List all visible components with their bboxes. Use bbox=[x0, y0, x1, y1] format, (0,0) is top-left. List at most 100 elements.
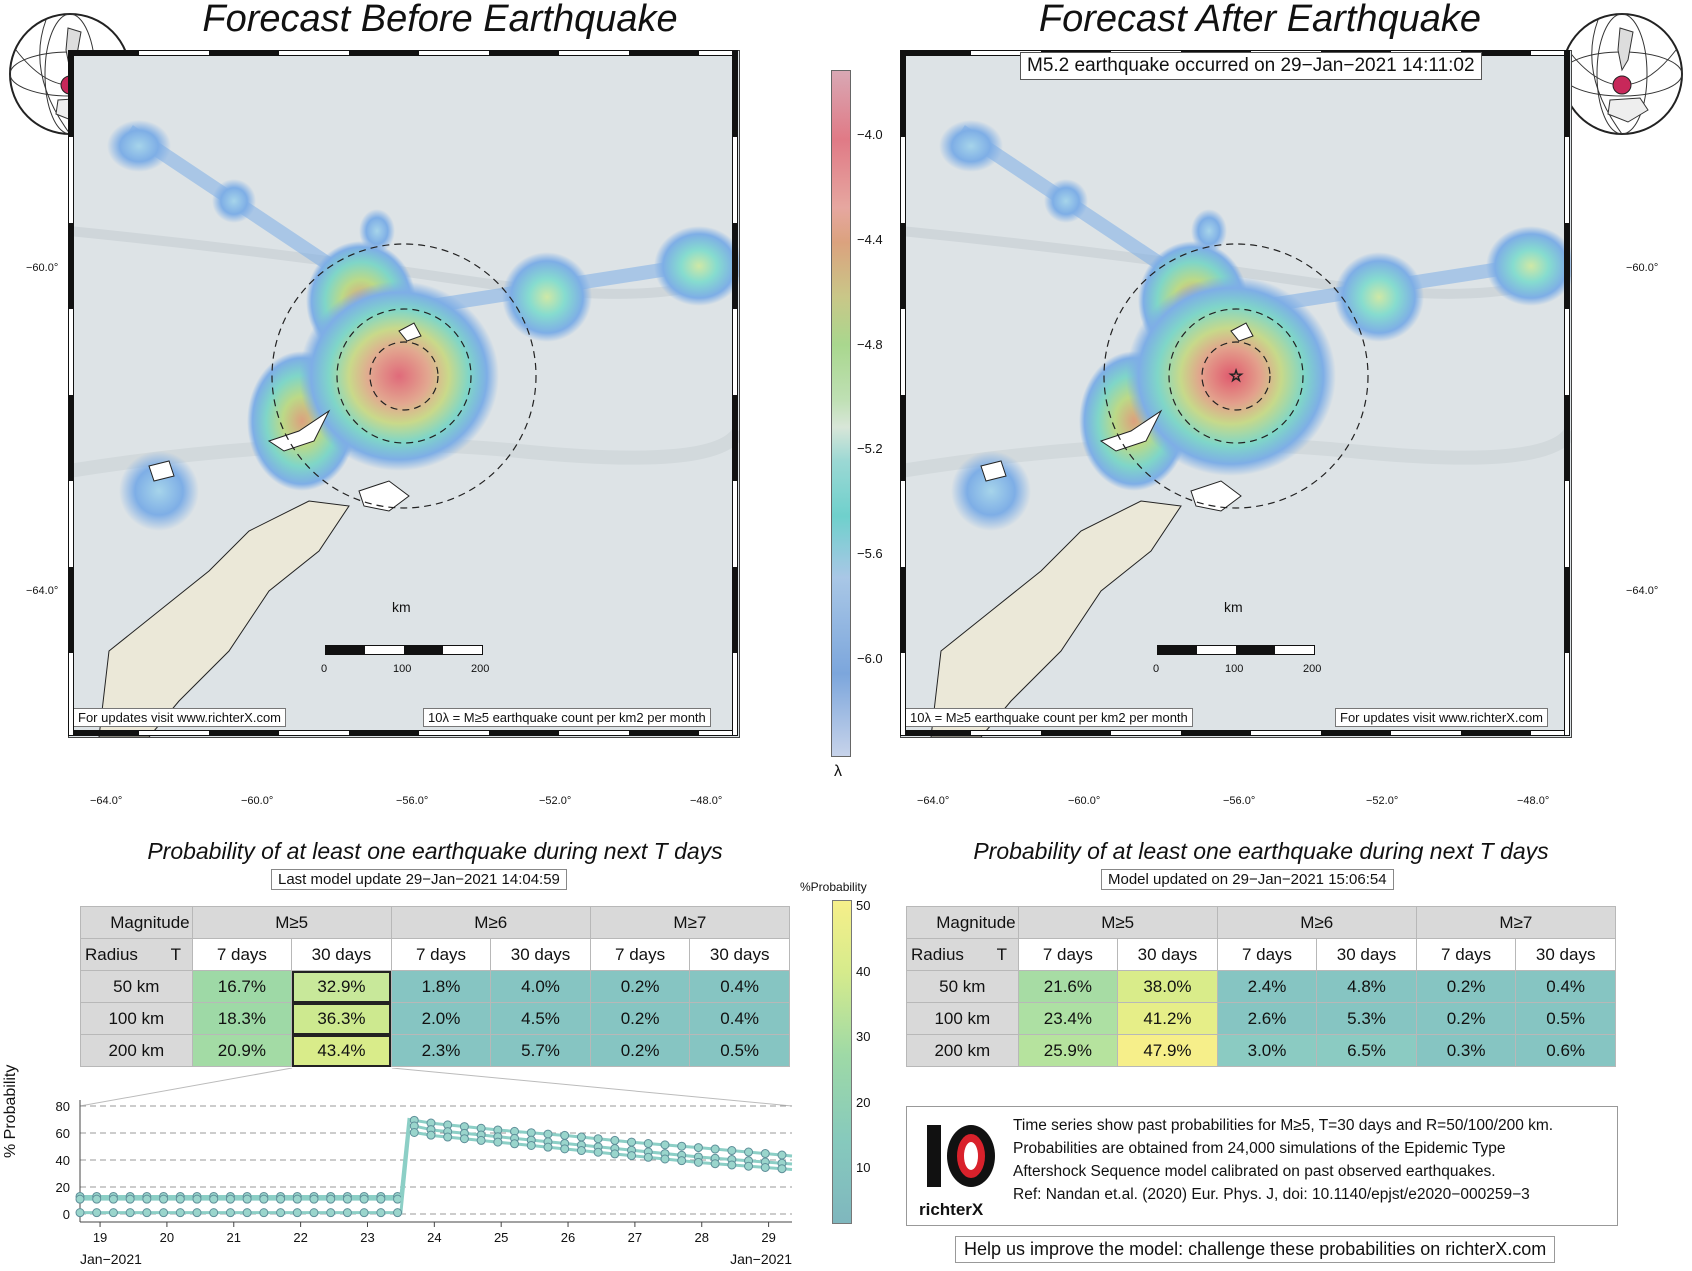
left-update-label: Last model update 29−Jan−2021 14:04:59 bbox=[271, 869, 567, 890]
table-cell: 0.4% bbox=[689, 970, 790, 1003]
right-globe-inset bbox=[1558, 10, 1686, 138]
right-scale-unit: km bbox=[1224, 599, 1243, 615]
series-point bbox=[393, 1194, 403, 1204]
table-cell: 0.3% bbox=[1415, 1034, 1517, 1067]
series-point bbox=[610, 1135, 620, 1145]
series-point bbox=[75, 1194, 85, 1204]
right-map-title: Forecast After Earthquake bbox=[1038, 0, 1482, 40]
series-point bbox=[627, 1151, 637, 1161]
series-point bbox=[627, 1137, 637, 1147]
series-point bbox=[660, 1154, 670, 1164]
table-row: 200 km 20.9% 43.4% 2.3% 5.7% 0.2% 0.5% bbox=[80, 1034, 790, 1067]
info-box: richterX Time series show past probabili… bbox=[906, 1106, 1618, 1226]
help-challenge-link[interactable]: Help us improve the model: challenge the… bbox=[955, 1236, 1556, 1263]
series-point bbox=[309, 1194, 319, 1204]
series-point bbox=[610, 1149, 620, 1159]
series-point bbox=[510, 1139, 520, 1149]
left-prob-title: Probability of at least one earthquake d… bbox=[147, 838, 723, 864]
table-cell: 5.3% bbox=[1316, 1002, 1417, 1035]
series-point bbox=[727, 1146, 737, 1156]
table-cell: 4.5% bbox=[490, 1002, 591, 1035]
rate-colorbar bbox=[831, 70, 851, 757]
series-point bbox=[242, 1194, 252, 1204]
table-cell: 3.0% bbox=[1216, 1034, 1318, 1067]
table-cell: 2.4% bbox=[1216, 970, 1318, 1003]
series-point bbox=[259, 1194, 269, 1204]
right-lon-tick-56: −56.0° bbox=[1223, 795, 1256, 807]
series-point bbox=[276, 1208, 286, 1218]
left-lat-tick-64: −64.0° bbox=[26, 585, 59, 597]
x-tick-label: 28 bbox=[695, 1230, 709, 1245]
y-tick-label: 60 bbox=[56, 1126, 70, 1141]
right-map-note-left: 10λ = M≥5 earthquake count per km2 per m… bbox=[905, 708, 1193, 727]
left-lon-tick-64: −64.0° bbox=[90, 795, 123, 807]
table-cell: 23.4% bbox=[1017, 1002, 1119, 1035]
left-period-header: 7 days bbox=[589, 938, 691, 971]
table-row: 100 km 18.3% 36.3% 2.0% 4.5% 0.2% 0.4% bbox=[80, 1002, 790, 1035]
right-row-radius: 50 km bbox=[906, 970, 1019, 1003]
series-point bbox=[543, 1142, 553, 1152]
series-point bbox=[75, 1208, 85, 1218]
right-frame-right-bar bbox=[1564, 50, 1570, 736]
prob-colorbar-title: %Probability bbox=[800, 880, 867, 894]
x-tick-label: 20 bbox=[160, 1230, 174, 1245]
left-frame-right-bar bbox=[732, 50, 738, 736]
series-point bbox=[159, 1194, 169, 1204]
right-period-header: 30 days bbox=[1316, 938, 1417, 971]
table-cell: 0.2% bbox=[1415, 1002, 1517, 1035]
left-period-header: 30 days bbox=[689, 938, 790, 971]
left-period-header: 7 days bbox=[390, 938, 492, 971]
table-cell-highlighted: 36.3% bbox=[291, 1002, 392, 1035]
x-tick-label: 25 bbox=[494, 1230, 508, 1245]
series-point bbox=[92, 1208, 102, 1218]
left-frame-left-bar bbox=[68, 50, 74, 736]
series-point bbox=[777, 1150, 787, 1160]
series-point bbox=[342, 1208, 352, 1218]
table-cell: 16.7% bbox=[191, 970, 293, 1003]
series-point bbox=[560, 1130, 570, 1140]
table-cell: 1.8% bbox=[390, 970, 492, 1003]
series-point bbox=[359, 1208, 369, 1218]
info-line-1: Time series show past probabilities for … bbox=[1013, 1117, 1554, 1134]
right-event-label: M5.2 earthquake occurred on 29−Jan−2021 … bbox=[1020, 52, 1482, 80]
series-point bbox=[593, 1134, 603, 1144]
table-cell: 0.5% bbox=[689, 1034, 790, 1067]
right-prob-title: Probability of at least one earthquake d… bbox=[973, 838, 1549, 864]
table-cell: 0.5% bbox=[1515, 1002, 1616, 1035]
right-period-header: 7 days bbox=[1415, 938, 1517, 971]
left-mag-header-6: M≥6 bbox=[390, 906, 591, 939]
right-frame-left-bar bbox=[900, 50, 906, 736]
left-period-header: 7 days bbox=[191, 938, 293, 971]
series-point bbox=[526, 1140, 536, 1150]
table-cell-highlighted: 32.9% bbox=[291, 970, 392, 1003]
right-lat-tick-64: −64.0° bbox=[1626, 585, 1659, 597]
right-prob-table: Magnitude M≥5 M≥6 M≥7 Radius T 7 days 30… bbox=[906, 906, 1617, 1067]
series-point bbox=[125, 1194, 135, 1204]
series-point bbox=[744, 1161, 754, 1171]
table-cell: 2.3% bbox=[390, 1034, 492, 1067]
prob-colorbar-tick-50: 50 bbox=[856, 898, 871, 913]
series-point bbox=[125, 1208, 135, 1218]
left-row-radius: 200 km bbox=[80, 1034, 193, 1067]
zoom-connector-line bbox=[79, 1068, 293, 1107]
left-scale-tick-200: 200 bbox=[471, 663, 490, 675]
table-row: 50 km 16.7% 32.9% 1.8% 4.0% 0.2% 0.4% bbox=[80, 970, 790, 1003]
series-point bbox=[309, 1208, 319, 1218]
right-row-radius: 200 km bbox=[906, 1034, 1019, 1067]
series-point bbox=[710, 1144, 720, 1154]
left-map-note-right: 10λ = M≥5 earthquake count per km2 per m… bbox=[423, 708, 711, 727]
right-map-rate-field: ☆ bbox=[901, 51, 1571, 737]
left-row-radius: 100 km bbox=[80, 1002, 193, 1035]
series-point bbox=[192, 1208, 202, 1218]
left-map-frame: km 0 100 200 For updates visit www.richt… bbox=[68, 50, 740, 738]
table-cell: 25.9% bbox=[1017, 1034, 1119, 1067]
epicenter-star-icon: ☆ bbox=[1229, 368, 1243, 385]
series-point bbox=[359, 1194, 369, 1204]
left-period-header: 30 days bbox=[490, 938, 591, 971]
series-point bbox=[493, 1137, 503, 1147]
series-point bbox=[443, 1132, 453, 1142]
right-lon-tick-64: −64.0° bbox=[917, 795, 950, 807]
left-prob-table: Magnitude M≥5 M≥6 M≥7 Radius T 7 days 30… bbox=[80, 906, 791, 1067]
probability-time-series-chart: 0 20 40 60 80 19 20 21 22 23 24 25 26 27 28 29 Jan−2021 J… bbox=[56, 1068, 792, 1267]
right-mag-header-5: M≥5 bbox=[1017, 906, 1218, 939]
